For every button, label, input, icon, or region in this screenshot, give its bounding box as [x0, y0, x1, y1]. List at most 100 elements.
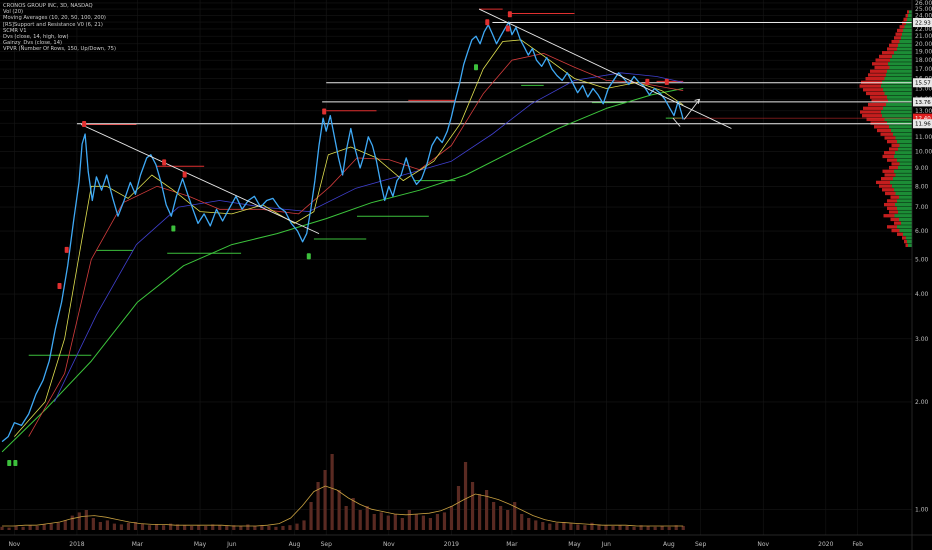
volume-bar [21, 526, 25, 530]
volume-bar [485, 490, 489, 530]
volume-bar [590, 522, 594, 530]
trend-line [80, 124, 320, 235]
x-tick-label: Nov [383, 541, 395, 548]
legend-moving-averages[interactable]: Moving Averages (10, 20, 50, 100, 200) [3, 15, 106, 22]
sell-marker [505, 25, 510, 32]
y-tick-label: 5.00 [915, 256, 929, 263]
price-tag-box [913, 97, 932, 107]
legend-vol[interactable]: Vol (20) [3, 9, 24, 16]
vpvr-down-bar [903, 17, 907, 22]
sell-marker [182, 171, 187, 178]
volume-bar [161, 525, 166, 530]
vpvr-up-bar [890, 58, 912, 62]
vpvr-down-bar [862, 114, 882, 118]
legend-vpvr[interactable]: VPVR (Number Of Rows, 150, Up/Down, 75) [3, 46, 116, 53]
vpvr-up-bar [886, 102, 912, 107]
vpvr-up-bar [903, 28, 912, 33]
volume-bar [351, 498, 355, 530]
volume-bar [541, 522, 545, 530]
volume-bar [35, 526, 39, 530]
volume-bar [463, 462, 468, 530]
vpvr-down-bar [882, 169, 894, 173]
legend-scmr[interactable]: SCMR V1 [3, 27, 27, 34]
legend-support-resistance[interactable]: [RS]Support and Resistance V0 (6, 21) [3, 21, 103, 28]
vpvr-down-bar [887, 158, 897, 162]
vpvr-down-bar [889, 147, 898, 151]
x-tick-label: 2020 [818, 541, 833, 548]
vpvr-up-bar [887, 69, 912, 73]
y-tick-label: 18.00 [915, 57, 932, 64]
volume-bar [288, 525, 292, 530]
y-tick-label: 6.00 [915, 228, 929, 235]
vpvr-up-bar [906, 21, 912, 25]
vpvr-up-bar [895, 173, 912, 177]
volume-bar [681, 526, 685, 530]
x-tick-label: Jun [601, 541, 612, 548]
sell-marker [82, 121, 87, 128]
x-tick-label: 2018 [69, 541, 84, 548]
legend-gainzy-dvs[interactable]: Gainzy_Dvs (close, 14) [3, 40, 63, 47]
sell-marker [645, 78, 650, 85]
y-tick-label: 21.00 [915, 33, 932, 40]
legend-dvs[interactable]: Dvs (close, 14, high, low) [3, 34, 69, 41]
vpvr-up-bar [904, 25, 912, 29]
volume-bar [140, 523, 145, 530]
vpvr-up-bar [894, 188, 912, 192]
volume-bar [506, 510, 510, 530]
volume-bar [154, 524, 159, 530]
volume-bar [442, 512, 447, 530]
buy-marker [171, 225, 176, 232]
vpvr-down-bar [883, 214, 895, 218]
y-tick-label: 11.00 [915, 134, 932, 141]
vpvr-down-bar [872, 62, 888, 66]
volume-bar [49, 523, 53, 530]
volume-ma-line [2, 485, 684, 527]
volume-bar [246, 524, 250, 530]
vpvr-down-bar [899, 25, 905, 29]
volume-bar [253, 526, 257, 530]
vpvr-up-bar [908, 14, 912, 18]
volume-bar [337, 490, 341, 530]
x-tick-label: Aug [663, 541, 675, 548]
volume-bar [168, 523, 173, 530]
vpvr-up-bar [899, 39, 912, 44]
y-tick-label: 24.00 [915, 12, 932, 19]
vpvr-up-bar [886, 73, 912, 77]
volume-bar [295, 523, 299, 530]
grid [0, 0, 912, 535]
volume-bar [365, 506, 369, 530]
volume-bar [239, 526, 243, 530]
volume-bar [653, 526, 657, 530]
vpvr-down-bar [907, 10, 909, 14]
vpvr-down-bar [887, 206, 897, 210]
vpvr-up-bar [903, 232, 912, 236]
x-tick-label: Nov [757, 541, 769, 548]
vpvr-up-bar [895, 202, 912, 207]
volume-bar [218, 525, 222, 530]
x-tick-label: Aug [289, 541, 301, 548]
vpvr-down-bar [884, 151, 895, 155]
vpvr-up-bar [901, 221, 912, 225]
volume-bar [674, 525, 678, 530]
volume-bar [211, 524, 215, 530]
vpvr-up-bar [895, 191, 912, 196]
price-tag-box [913, 113, 932, 123]
volume-bar [513, 502, 517, 530]
vpvr-up-bar [893, 177, 912, 181]
volume-bar [0, 526, 4, 530]
vpvr-down-bar [877, 128, 891, 133]
volume-bar [372, 514, 376, 530]
y-tick-label: 13.00 [915, 108, 932, 115]
vpvr-down-bar [894, 36, 901, 40]
volume-bar [98, 522, 102, 530]
vpvr-up-bar [898, 210, 912, 214]
vpvr-down-bar [884, 136, 896, 140]
volume-bar [7, 527, 11, 530]
vpvr-down-bar [874, 125, 889, 129]
buy-marker [13, 460, 18, 467]
vpvr-up-bar [908, 243, 912, 248]
volume-bar [70, 515, 74, 530]
